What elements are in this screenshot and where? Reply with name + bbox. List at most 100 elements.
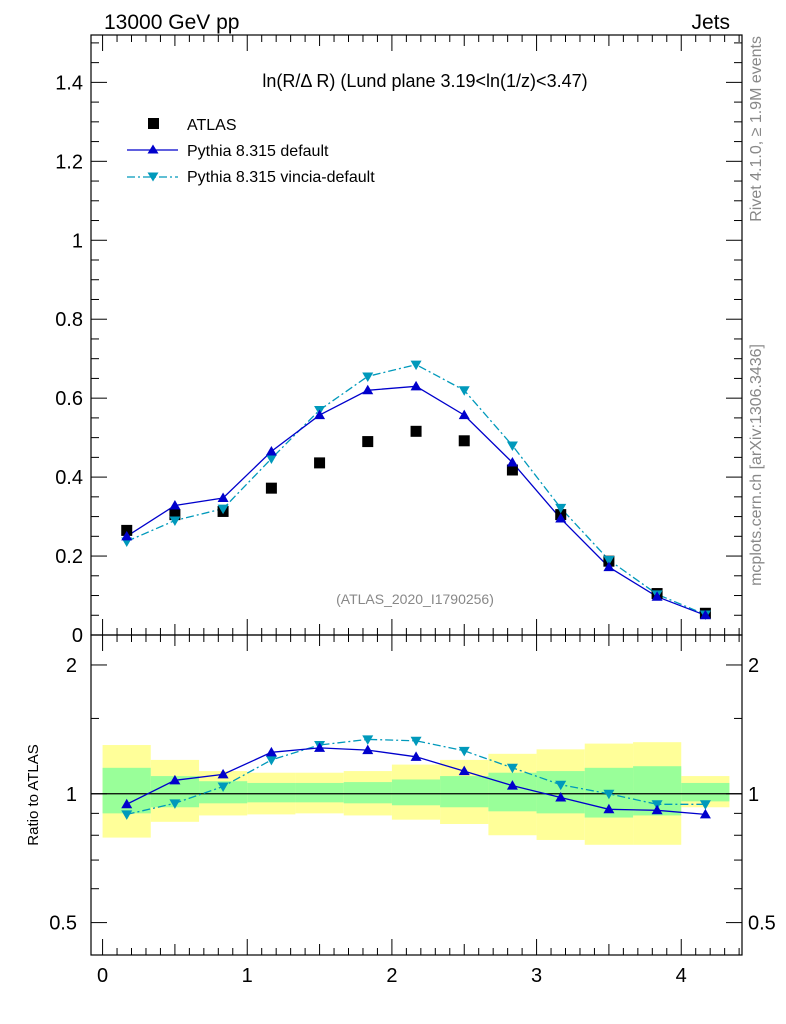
- analysis-tag: (ATLAS_2020_I1790256): [336, 591, 494, 607]
- pythia-vincia-point: [506, 441, 518, 452]
- legend-label-atlas: ATLAS: [187, 117, 237, 134]
- ratio-band-inner: [391, 779, 441, 806]
- atlas-data-point: [169, 509, 181, 521]
- pythia-default-point: [121, 530, 133, 541]
- ratio-pythia-vincia-point: [217, 782, 229, 792]
- pythia-vincia-point: [603, 556, 615, 566]
- ratio-pythia-default-point: [555, 792, 567, 802]
- pythia-default-point: [651, 591, 663, 601]
- legend-item-pythia-default: Pythia 8.315 default: [127, 143, 329, 160]
- header-left-label: 13000 GeV pp: [104, 11, 239, 34]
- ratio-pythia-vincia-point: [410, 736, 422, 747]
- legend-item-pythia-vincia: Pythia 8.315 vincia-default: [127, 169, 375, 186]
- legend: ATLAS Pythia 8.315 default Pythia 8.315 …: [127, 117, 375, 186]
- pythia-default-point: [506, 457, 518, 467]
- ratio-pythia-default-point: [651, 804, 663, 815]
- main-y-tick-label: 0.8: [55, 309, 83, 331]
- ratio-band-inner: [440, 776, 489, 808]
- pythia-vincia-point: [217, 504, 229, 515]
- legend-marker-pythia-vincia: [147, 172, 159, 182]
- pythia-default-point: [410, 380, 422, 391]
- pythia-default-point: [362, 384, 374, 395]
- mcplots-label: mcplots.cern.ch [arXiv:1306.3436]: [748, 344, 765, 586]
- ratio-frame: [90, 634, 743, 956]
- ratio-series-layer: [121, 735, 711, 820]
- pythia-vincia-point: [458, 386, 470, 396]
- atlas-data-point: [314, 457, 326, 469]
- ratio-pythia-default-point: [121, 798, 133, 809]
- ratio-pythia-vincia-point: [699, 800, 711, 810]
- ratio-x-tick-label: 2: [386, 965, 397, 987]
- pythia-default-point: [555, 513, 567, 523]
- pythia-default-point: [314, 409, 326, 420]
- ratio-pythia-vincia-point: [506, 763, 518, 774]
- ratio-y-tick-label-right: 0.5: [748, 913, 776, 935]
- ratio-pythia-vincia-point: [362, 735, 374, 745]
- ratio-x-tick-label: 1: [242, 965, 253, 987]
- atlas-data-point: [121, 524, 133, 536]
- ratio-pythia-default-point: [314, 742, 326, 752]
- atlas-data-point: [410, 425, 422, 437]
- main-line-pythia-vincia: [126, 363, 706, 616]
- header-right-label: Jets: [691, 11, 730, 34]
- atlas-data-point: [265, 482, 277, 494]
- ratio-y-tick-label-left: 0.5: [49, 913, 77, 935]
- ratio-pythia-default-point: [458, 765, 470, 776]
- rivet-version-label: Rivet 4.1.0, ≥ 1.9M events: [748, 36, 765, 222]
- ratio-y-axis-label: Ratio to ATLAS: [25, 744, 42, 845]
- ratio-axis-ticks: [91, 635, 742, 955]
- ratio-x-tick-label: 4: [676, 965, 687, 987]
- ratio-band-inner: [681, 782, 730, 802]
- ratio-pythia-vincia-point: [603, 789, 615, 800]
- main-axis-ticks: [91, 35, 742, 636]
- ratio-pythia-default-point: [506, 780, 518, 790]
- ratio-pythia-vincia-point: [121, 810, 133, 820]
- legend-marker-atlas: [148, 118, 159, 129]
- main-y-tick-label: 1.2: [55, 151, 83, 173]
- main-y-tick-label: 0.4: [55, 467, 83, 489]
- atlas-data-point: [458, 435, 470, 447]
- pythia-vincia-point: [169, 516, 181, 527]
- legend-label-pythia-default: Pythia 8.315 default: [187, 143, 329, 160]
- ratio-x-tick-label: 0: [97, 965, 108, 987]
- pythia-vincia-point: [555, 503, 567, 514]
- legend-item-atlas: ATLAS: [148, 117, 237, 134]
- chart-title: ln(R/Δ R) (Lund plane 3.19<ln(1/z)<3.47): [262, 71, 587, 91]
- ratio-pythia-vincia-point: [555, 780, 567, 791]
- ratio-panel: 0.5 0.5 1 1 2 2 0 1 2 3 4 Ratio to ATLAS: [25, 634, 776, 987]
- ratio-pythia-default-point: [362, 744, 374, 755]
- legend-marker-pythia-default: [147, 144, 159, 154]
- ratio-y-tick-label-right: 2: [748, 655, 759, 677]
- pythia-default-point: [699, 609, 711, 620]
- main-series-layer: [121, 360, 711, 620]
- pythia-vincia-point: [410, 360, 422, 371]
- ratio-pythia-default-point: [603, 803, 615, 814]
- ratio-band-inner: [199, 781, 248, 804]
- atlas-data-point: [506, 464, 518, 476]
- ratio-pythia-default-point: [217, 768, 229, 779]
- pythia-default-point: [265, 445, 277, 456]
- pythia-default-point: [169, 500, 181, 510]
- legend-label-pythia-vincia: Pythia 8.315 vincia-default: [187, 169, 375, 186]
- main-line-pythia-default: [126, 385, 706, 616]
- pythia-vincia-point: [265, 454, 277, 465]
- main-y-tick-label: 0.2: [55, 546, 83, 568]
- ratio-y-tick-label-right: 1: [748, 784, 759, 806]
- ratio-y-tick-labels: 0.5 0.5 1 1 2 2: [49, 655, 776, 935]
- ratio-pythia-default-point: [169, 774, 181, 785]
- main-y-tick-label: 1: [72, 230, 83, 252]
- ratio-band-inner: [488, 772, 537, 812]
- ratio-pythia-vincia-point: [169, 799, 181, 809]
- main-y-tick-labels: 0 0.2 0.4 0.6 0.8 1 1.2 1.4: [55, 72, 83, 647]
- ratio-band-inner: [343, 782, 392, 804]
- ratio-band-inner: [247, 782, 296, 803]
- ratio-y-tick-label-left: 2: [66, 655, 77, 677]
- ratio-pythia-default-point: [265, 746, 277, 757]
- ratio-y-tick-label-left: 1: [66, 784, 77, 806]
- ratio-pythia-vincia-point: [265, 755, 277, 766]
- pythia-vincia-point: [362, 372, 374, 382]
- ratio-pythia-default-point: [410, 751, 422, 761]
- main-y-tick-label: 1.4: [55, 72, 83, 94]
- ratio-x-tick-labels: 0 1 2 3 4: [97, 965, 687, 987]
